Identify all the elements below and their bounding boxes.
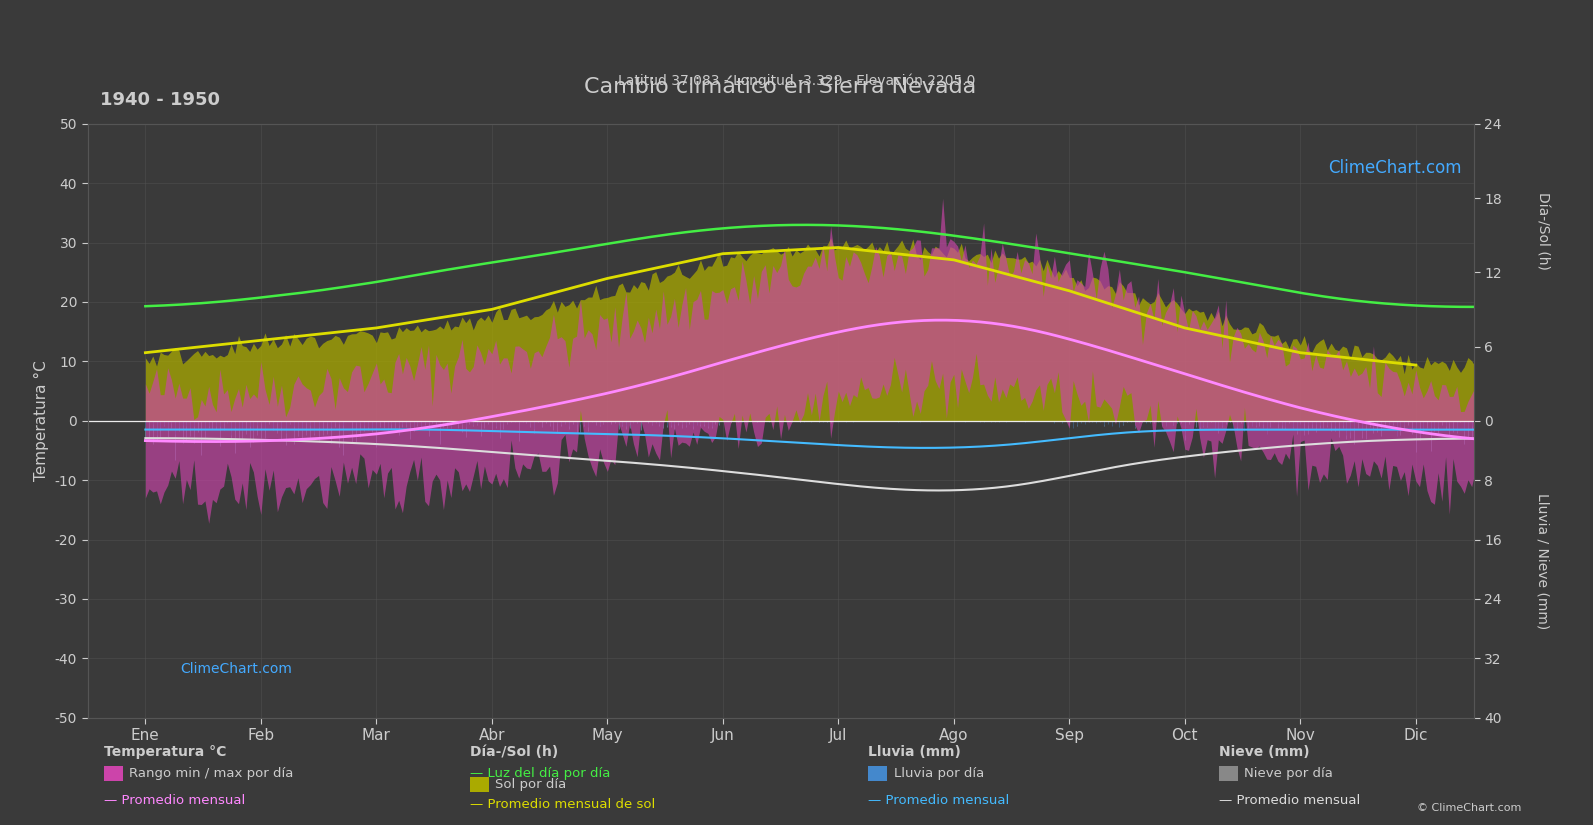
Text: Nieve por día: Nieve por día [1244,767,1333,780]
Text: — Luz del día por día: — Luz del día por día [470,767,610,780]
Text: Temperatura °C: Temperatura °C [104,746,226,759]
Text: Nieve (mm): Nieve (mm) [1219,746,1309,759]
Text: Rango min / max por día: Rango min / max por día [129,767,293,780]
Text: — Promedio mensual: — Promedio mensual [868,794,1010,807]
Title: Cambio climático en Sierra Nevada: Cambio climático en Sierra Nevada [585,78,977,97]
Text: 1940 - 1950: 1940 - 1950 [100,91,220,109]
Text: — Promedio mensual de sol: — Promedio mensual de sol [470,798,655,811]
Text: Día-/Sol (h): Día-/Sol (h) [470,746,558,759]
Text: — Promedio mensual: — Promedio mensual [104,794,245,807]
Text: Lluvia (mm): Lluvia (mm) [868,746,961,759]
Text: Sol por día: Sol por día [495,778,567,791]
Text: Día-/Sol (h): Día-/Sol (h) [1536,192,1550,270]
Text: © ClimeChart.com: © ClimeChart.com [1416,803,1521,813]
Y-axis label: Temperatura °C: Temperatura °C [33,361,49,481]
Text: ClimeChart.com: ClimeChart.com [180,662,292,676]
Text: Lluvia por día: Lluvia por día [894,767,984,780]
Text: — Promedio mensual: — Promedio mensual [1219,794,1360,807]
Text: Latitud 37.083 - Longitud -3.329 - Elevación 2205.0: Latitud 37.083 - Longitud -3.329 - Eleva… [618,73,975,88]
Text: Lluvia / Nieve (mm): Lluvia / Nieve (mm) [1536,493,1550,629]
Text: ClimeChart.com: ClimeChart.com [1329,159,1462,177]
